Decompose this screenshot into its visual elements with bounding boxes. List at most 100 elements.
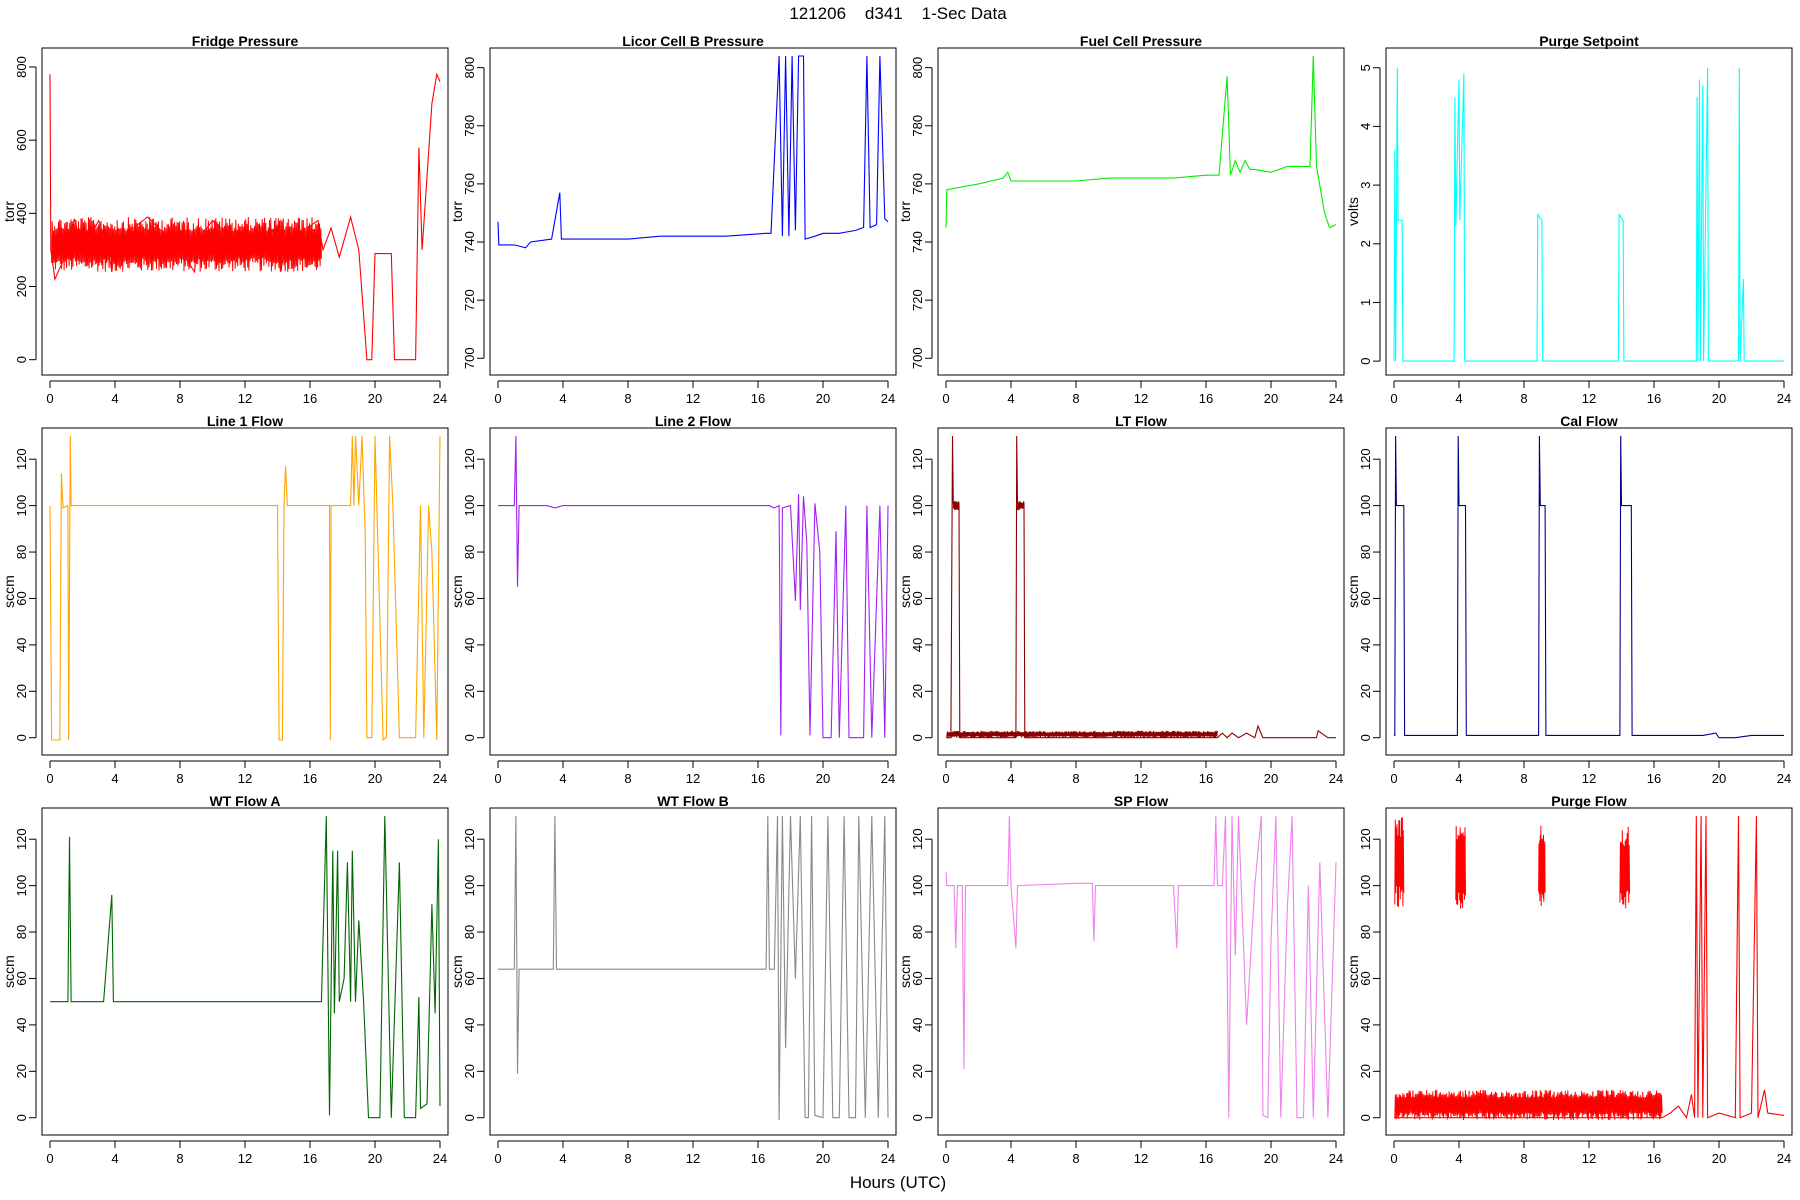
series-group	[49, 72, 441, 361]
y-tick-label: 60	[462, 971, 477, 985]
series-noise-band	[1538, 825, 1546, 907]
y-axis: 0 20 40 60 80 100 120	[462, 448, 485, 741]
y-axis: 0 20 40 60 80 100 120	[1358, 448, 1381, 741]
plot-frame	[1385, 427, 1793, 756]
x-axis: 0 4 8 12 16 20 24	[46, 760, 447, 786]
panel-line-2-flow: Line 2 Flow sccm 0 4 8 12 16 20 24 0 20 40 60 80 100 12…	[449, 413, 897, 786]
x-axis: 0 4 8 12 16 20 24	[942, 380, 1343, 406]
y-tick-label: 40	[1358, 638, 1373, 652]
panel-title: Purge Setpoint	[1539, 33, 1639, 49]
x-tick-label: 8	[624, 1151, 631, 1166]
panel-title: Purge Flow	[1551, 793, 1627, 809]
series-group	[945, 55, 1337, 229]
x-tick-label: 16	[303, 771, 317, 786]
y-tick-label: 40	[462, 1018, 477, 1032]
series-line	[49, 435, 441, 742]
x-tick-label: 8	[176, 391, 183, 406]
y-tick-label: 120	[462, 828, 477, 850]
x-tick-label: 8	[1520, 1151, 1527, 1166]
panel-title: WT Flow B	[657, 793, 729, 809]
y-tick-label: 780	[462, 115, 477, 137]
panel-title: Line 2 Flow	[655, 413, 731, 429]
x-tick-label: 20	[816, 771, 830, 786]
plot-frame	[41, 47, 449, 376]
x-tick-label: 0	[942, 771, 949, 786]
x-axis: 0 4 8 12 16 20 24	[942, 1140, 1343, 1166]
y-axis-label: volts	[1345, 197, 1361, 226]
plot-frame	[41, 427, 449, 756]
x-tick-label: 0	[1390, 1151, 1397, 1166]
x-tick-label: 4	[559, 771, 566, 786]
y-tick-label: 120	[462, 448, 477, 470]
y-tick-label: 80	[462, 545, 477, 559]
series-line	[946, 435, 1336, 739]
y-tick-label: 760	[910, 173, 925, 195]
series-group	[1394, 435, 1784, 739]
x-tick-label: 24	[1329, 771, 1343, 786]
series-noise-band	[1394, 1089, 1663, 1121]
y-tick-label: 200	[14, 276, 29, 298]
y-axis-label: sccm	[1, 575, 17, 608]
y-tick-label: 40	[462, 638, 477, 652]
y-tick-label: 720	[910, 289, 925, 311]
x-tick-label: 24	[1777, 1151, 1791, 1166]
y-tick-label: 20	[910, 684, 925, 698]
x-tick-label: 24	[1329, 391, 1343, 406]
x-tick-label: 20	[368, 771, 382, 786]
x-tick-label: 16	[751, 1151, 765, 1166]
y-tick-label: 120	[910, 448, 925, 470]
y-tick-label: 800	[14, 56, 29, 78]
panel-cal-flow: Cal Flow sccm 0 4 8 12 16 20 24 0 20 40 60 80 100 120	[1345, 413, 1793, 786]
series-group	[49, 435, 441, 742]
y-tick-label: 20	[910, 1064, 925, 1078]
plot-frame	[937, 807, 1345, 1136]
y-axis-label: sccm	[449, 575, 465, 608]
y-axis-label: sccm	[1, 955, 17, 988]
y-tick-label: 0	[1358, 358, 1373, 365]
x-tick-label: 4	[1007, 391, 1014, 406]
y-tick-label: 120	[1358, 828, 1373, 850]
y-axis-label: sccm	[897, 575, 913, 608]
x-tick-label: 24	[1329, 1151, 1343, 1166]
panel-line-1-flow: Line 1 Flow sccm 0 4 8 12 16 20 24 0 20 40 60 80 100 12…	[1, 413, 449, 786]
x-tick-label: 4	[1455, 391, 1462, 406]
y-axis-label: torr	[449, 201, 465, 222]
x-tick-label: 12	[1582, 391, 1596, 406]
x-tick-label: 0	[46, 1151, 53, 1166]
x-tick-label: 12	[686, 1151, 700, 1166]
x-tick-label: 24	[433, 771, 447, 786]
y-axis: 0 200 400 600 800	[14, 56, 37, 363]
x-tick-label: 0	[494, 771, 501, 786]
y-axis: 0 20 40 60 80 100 120	[910, 448, 933, 741]
y-tick-label: 80	[1358, 545, 1373, 559]
plot-frame	[1385, 47, 1793, 376]
x-tick-label: 16	[1647, 391, 1661, 406]
x-tick-label: 16	[1199, 771, 1213, 786]
plot-frame	[489, 807, 897, 1136]
plot-frame	[489, 47, 897, 376]
series-line	[945, 815, 1337, 1119]
y-tick-label: 100	[1358, 495, 1373, 517]
y-axis-label: torr	[1, 201, 17, 222]
series-line	[945, 55, 1337, 229]
series-line	[498, 815, 889, 1121]
y-axis: 0 20 40 60 80 100 120	[1358, 828, 1381, 1121]
y-tick-label: 80	[462, 925, 477, 939]
x-tick-label: 4	[1007, 771, 1014, 786]
y-tick-label: 60	[462, 591, 477, 605]
x-tick-label: 4	[559, 1151, 566, 1166]
series-group	[498, 435, 889, 739]
panel-fridge-pressure: Fridge Pressure torr 0 4 8 12 16 20 24 0 200 400 600…	[1, 33, 449, 406]
x-tick-label: 0	[942, 391, 949, 406]
x-tick-label: 12	[1582, 771, 1596, 786]
y-tick-label: 100	[462, 495, 477, 517]
y-axis: 700 720 740 760 780 800	[462, 57, 485, 369]
panel-purge-flow: Purge Flow sccm 0 4 8 12 16 20 24 0 20 40 60 80 100 120	[1345, 793, 1793, 1166]
series-line	[50, 815, 441, 1119]
y-tick-label: 0	[462, 734, 477, 741]
y-tick-label: 40	[1358, 1018, 1373, 1032]
series-line	[1393, 67, 1784, 362]
y-tick-label: 80	[14, 545, 29, 559]
x-tick-label: 20	[1712, 1151, 1726, 1166]
